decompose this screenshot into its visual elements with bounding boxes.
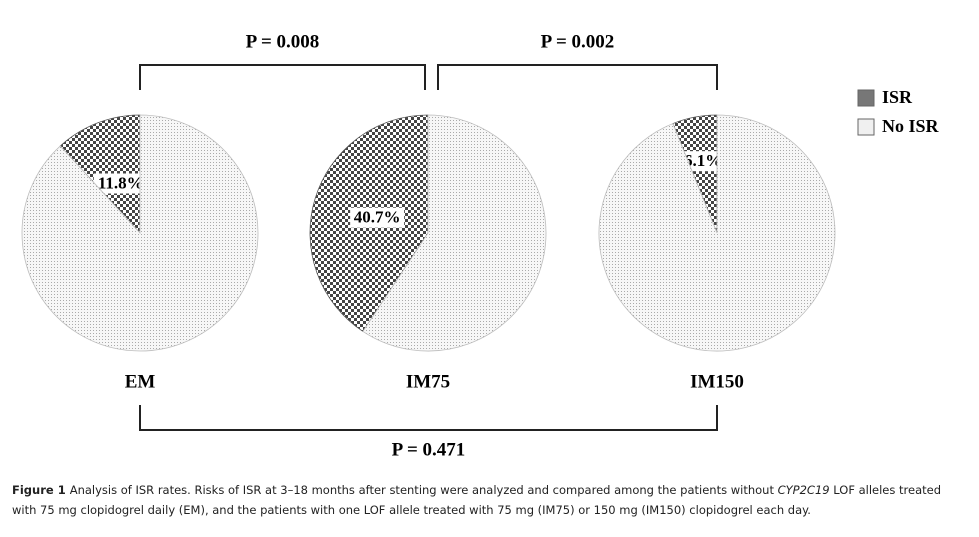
- chart: 11.8% EM 40.7% IM75 6.1% IM150 P = 0.008 P = 0.…: [21, 31, 940, 460]
- caption-text: LOF alleles treated with 75 mg clopidogr…: [12, 483, 942, 517]
- pie-title: EM: [125, 371, 156, 392]
- caption-text: Analysis of ISR rates. Risks of ISR at 3…: [69, 483, 778, 497]
- legend-label: ISR: [882, 87, 913, 107]
- pie-title: IM75: [406, 371, 450, 392]
- legend-swatch: [857, 89, 875, 107]
- bracket: [437, 64, 718, 90]
- pie-slice: [598, 114, 836, 352]
- legend-swatch: [857, 118, 875, 136]
- bracket: [139, 64, 426, 90]
- label-bg: [93, 173, 148, 194]
- pie-title: IM150: [690, 371, 744, 392]
- caption: Figure 1 Analysis of ISR rates. Risks of …: [12, 480, 967, 520]
- p-value: P = 0.008: [246, 31, 320, 52]
- caption-label: Figure 1: [12, 483, 66, 497]
- data-label: 40.7%: [354, 208, 401, 227]
- p-value: P = 0.471: [392, 439, 466, 460]
- data-label: 6.1%: [684, 151, 722, 170]
- bracket: [139, 405, 718, 431]
- label-bg: [350, 207, 405, 228]
- data-label: 11.8%: [98, 173, 144, 192]
- pie-slice: [362, 114, 547, 352]
- caption-gene: CYP2C19: [777, 483, 830, 497]
- pie-slice: [21, 114, 259, 352]
- legend-label: No ISR: [882, 116, 940, 136]
- p-value: P = 0.002: [541, 31, 615, 52]
